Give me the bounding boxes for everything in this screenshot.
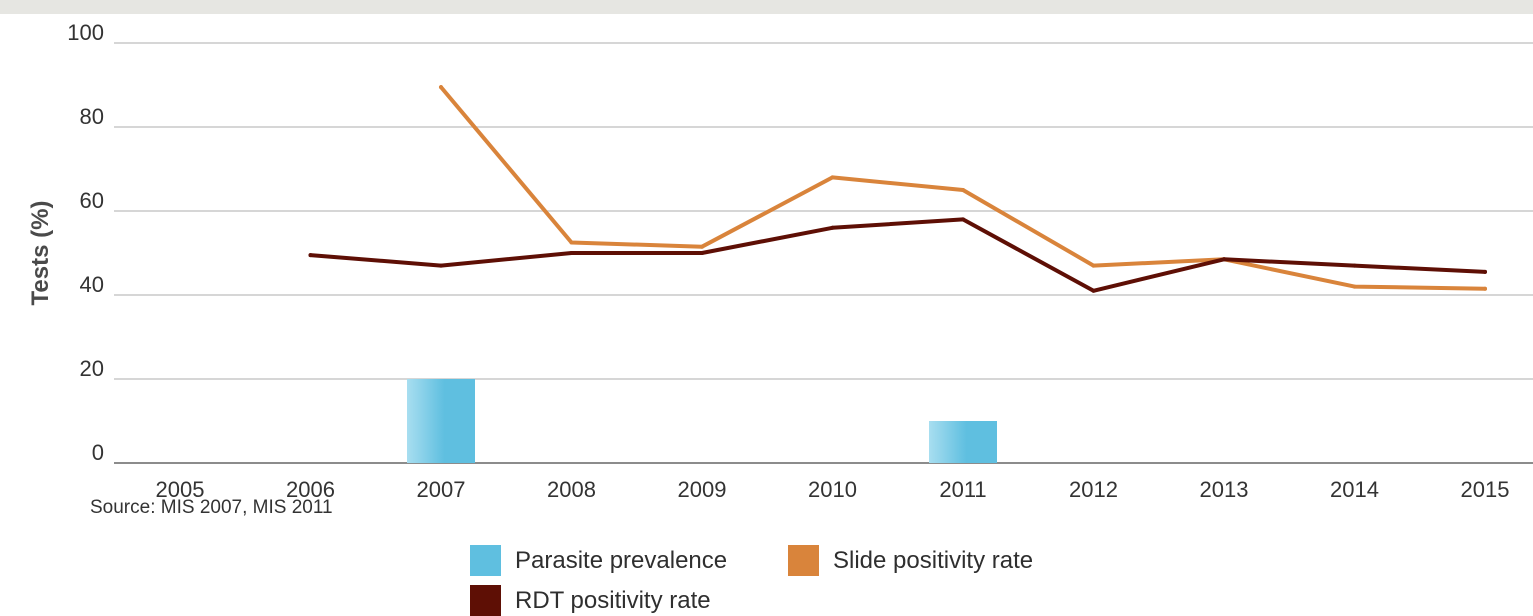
point-rdt-positivity-rate-2009 [700, 251, 704, 255]
legend-swatch-rdt-positivity [470, 585, 501, 616]
y-tick-40: 40 [80, 272, 104, 297]
legend-item-parasite-prevalence: Parasite prevalence [470, 545, 727, 576]
legend-label-slide-positivity: Slide positivity rate [833, 546, 1034, 574]
y-tick-80: 80 [80, 104, 104, 129]
x-tick-2015: 2015 [1461, 477, 1510, 502]
x-tick-2010: 2010 [808, 477, 857, 502]
point-slide-positivity-rate-2009 [700, 244, 704, 249]
legend-label-rdt-positivity: RDT positivity rate [515, 586, 711, 614]
legend-swatch-slide-positivity [788, 545, 819, 576]
point-slide-positivity-rate-2010 [830, 175, 835, 180]
x-tick-2011: 2011 [939, 477, 986, 502]
point-slide-positivity-rate-2007 [439, 85, 443, 90]
point-rdt-positivity-rate-2010 [830, 225, 835, 230]
point-rdt-positivity-rate-2006 [308, 253, 313, 258]
point-slide-positivity-rate-2015 [1483, 286, 1487, 291]
point-rdt-positivity-rate-2007 [439, 263, 443, 268]
x-tick-2006: 2006 [286, 477, 335, 502]
point-rdt-positivity-rate-2014 [1352, 263, 1357, 268]
line-rdt-positivity-rate [308, 217, 1487, 293]
bar-parasite-prevalence-2011 [929, 421, 997, 463]
x-tick-labels: 2005 2006 2007 2008 2009 2010 2011 2012 2013 2014… [156, 477, 1510, 502]
point-slide-positivity-rate-2008 [569, 240, 574, 245]
y-tick-100: 100 [67, 20, 104, 45]
series-lines [308, 85, 1487, 293]
gridlines [114, 42, 1533, 464]
point-rdt-positivity-rate-2012 [1091, 288, 1096, 293]
y-tick-0: 0 [92, 440, 104, 465]
y-tick-20: 20 [80, 356, 104, 381]
point-rdt-positivity-rate-2015 [1483, 269, 1487, 274]
bar-parasite-prevalence-2007 [407, 379, 475, 463]
x-tick-2007: 2007 [417, 477, 466, 502]
x-tick-2009: 2009 [678, 477, 727, 502]
point-slide-positivity-rate-2012 [1091, 263, 1096, 268]
point-slide-positivity-rate-2011 [961, 188, 965, 192]
bars [407, 379, 997, 463]
x-tick-2008: 2008 [547, 477, 596, 502]
legend-swatch-parasite-prevalence [470, 545, 501, 576]
line-slide-positivity-rate [439, 85, 1487, 291]
x-tick-2013: 2013 [1200, 477, 1249, 502]
x-tick-2012: 2012 [1069, 477, 1118, 502]
legend-item-slide-positivity: Slide positivity rate [788, 545, 1033, 576]
x-tick-2014: 2014 [1330, 477, 1379, 502]
x-tick-2005: 2005 [156, 477, 205, 502]
legend-label-parasite-prevalence: Parasite prevalence [515, 546, 728, 574]
legend-item-rdt-positivity: RDT positivity rate [470, 585, 711, 616]
point-slide-positivity-rate-2014 [1352, 284, 1357, 289]
header-bar [0, 0, 1533, 14]
y-tick-labels: 0 20 40 60 80 100 [67, 20, 104, 465]
source-note: Source: MIS 2007, MIS 2011 [90, 497, 333, 518]
point-rdt-positivity-rate-2011 [961, 217, 965, 222]
point-rdt-positivity-rate-2008 [569, 251, 574, 255]
point-rdt-positivity-rate-2013 [1222, 257, 1226, 262]
y-axis-label: Tests (%) [27, 201, 54, 306]
y-tick-60: 60 [80, 188, 104, 213]
